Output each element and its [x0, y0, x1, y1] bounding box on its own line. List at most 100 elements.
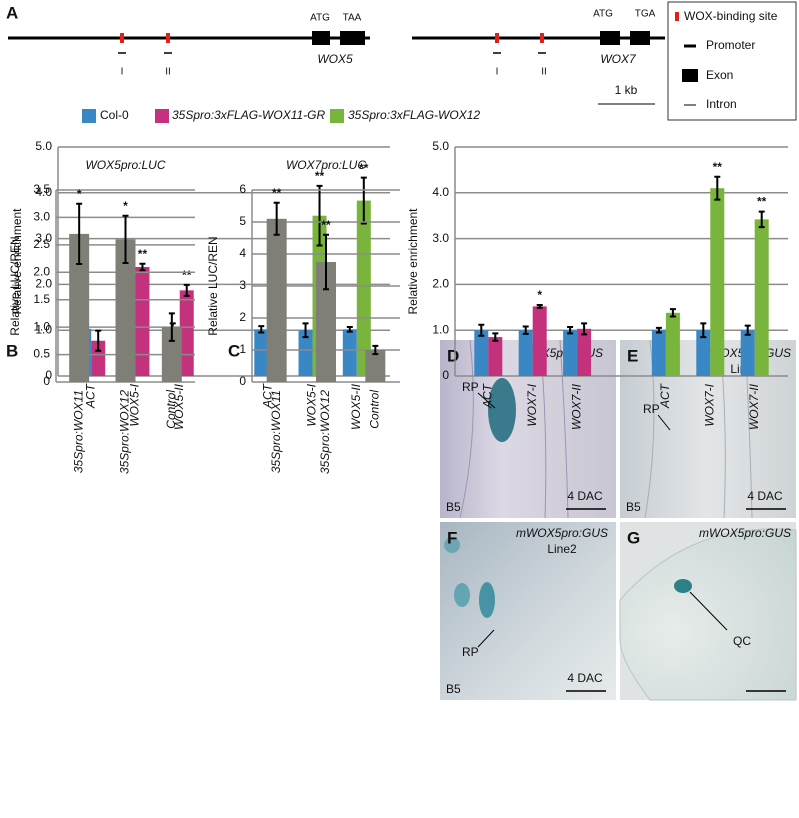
- scale-label: 1 kb: [615, 83, 638, 97]
- bar: [342, 329, 357, 376]
- bar: [266, 218, 287, 382]
- legend-label: Exon: [706, 68, 733, 82]
- error-bar: [714, 175, 721, 201]
- annotation: QC: [733, 634, 751, 648]
- significance: *: [537, 288, 542, 302]
- codon-label: TGA: [635, 9, 656, 20]
- panel-label: E: [627, 346, 638, 365]
- binding-site: [495, 33, 499, 43]
- error-bar: [273, 201, 280, 236]
- y-tick-label: 5.0: [432, 139, 449, 153]
- error-bar: [302, 322, 309, 339]
- bar: [696, 330, 711, 376]
- x-tick-label: 35Spro:WOX11: [269, 390, 283, 473]
- y-tick-label: 0.5: [33, 347, 50, 361]
- bar: [365, 350, 386, 382]
- significance: **: [182, 268, 192, 282]
- y-tick-label: 0: [43, 374, 50, 388]
- legend-label: 35Spro:3xFLAG-WOX11-GR: [172, 108, 325, 122]
- site-label: I: [496, 67, 499, 78]
- significance: *: [77, 187, 82, 201]
- codon-label: ATG: [310, 13, 330, 24]
- bar: [161, 327, 182, 382]
- panel-label: C: [228, 341, 240, 360]
- gus-stain: [674, 579, 692, 593]
- annotation: B5: [446, 682, 461, 696]
- x-tick-label: WOX7-II: [747, 383, 761, 430]
- legend-label: 35Spro:3xFLAG-WOX12: [348, 108, 480, 122]
- x-tick-label: WOX7-II: [569, 383, 583, 430]
- legend-swatch: [330, 109, 344, 123]
- y-axis-label: Relative LUC/REN: [206, 236, 220, 335]
- gene-diagrams: A I II ATG TAA WOX5 I II ATG TGA WOX7 1 …: [6, 1, 797, 121]
- bar: [474, 330, 489, 376]
- significance: **: [321, 218, 331, 232]
- error-bar: [478, 323, 485, 337]
- significance: **: [757, 195, 767, 209]
- y-tick-label: 4.0: [432, 185, 449, 199]
- x-tick-label: WOX5-I: [128, 383, 142, 426]
- gus-stain: [488, 378, 516, 442]
- legend-swatch: [82, 109, 96, 123]
- annotation: B5: [446, 500, 461, 514]
- micrograph-g: G mWOX5pro:GUS QC: [619, 522, 797, 701]
- error-bar: [346, 325, 353, 333]
- diagram-legend: [667, 1, 797, 121]
- arrow: [689, 591, 728, 631]
- arrow: [657, 414, 671, 431]
- y-tick-label: 1.5: [33, 292, 50, 306]
- error-bar: [700, 322, 707, 339]
- construct-line: Line2: [547, 542, 577, 556]
- x-tick-label: WOX5-I: [305, 383, 319, 426]
- error-bar: [95, 329, 102, 352]
- y-tick-label: 0: [239, 374, 246, 388]
- y-tick-label: 5: [239, 214, 246, 228]
- y-tick-label: 3: [239, 278, 246, 292]
- x-tick-label: Control: [368, 390, 382, 429]
- y-tick-label: 3.0: [432, 231, 449, 245]
- y-tick-label: 4: [239, 246, 246, 260]
- x-tick-label: WOX5-II: [349, 383, 363, 430]
- annotation: 4 DAC: [747, 489, 783, 503]
- exon: [630, 31, 650, 45]
- significance: **: [315, 169, 325, 183]
- y-tick-label: 1.0: [432, 322, 449, 336]
- arrow: [477, 629, 495, 648]
- bar: [754, 219, 769, 376]
- error-bar: [522, 325, 529, 335]
- error-bar: [323, 233, 329, 291]
- site-label: II: [165, 67, 171, 78]
- arrow: [477, 392, 496, 409]
- annotation: 4 DAC: [567, 671, 603, 685]
- binding-site: [120, 33, 124, 43]
- micrograph: [440, 522, 616, 700]
- x-tick-label: WOX5-II: [172, 383, 186, 430]
- exon: [340, 31, 365, 45]
- bar: [91, 340, 106, 376]
- error-bar: [360, 176, 367, 225]
- bar: [356, 200, 371, 376]
- annotation: RP: [462, 645, 479, 659]
- panel-label: D: [447, 346, 459, 365]
- bar: [488, 337, 503, 376]
- binding-site: [166, 33, 170, 43]
- y-tick-label: 2.0: [33, 264, 50, 278]
- codon-label: TAA: [343, 13, 362, 24]
- bar: [665, 312, 680, 376]
- error-bar: [168, 312, 175, 342]
- bar: [651, 330, 666, 376]
- bar: [577, 328, 592, 376]
- error-bar: [372, 344, 379, 356]
- y-tick-label: 1.0: [33, 319, 50, 333]
- error-bar: [122, 214, 129, 264]
- y-tick-label: 2.0: [35, 277, 52, 291]
- bar: [518, 330, 533, 376]
- y-tick-label: 3.0: [35, 231, 52, 245]
- x-tick-label: 35Spro:WOX12: [318, 390, 332, 474]
- y-tick-label: 0: [442, 368, 449, 382]
- legend-label: Promoter: [706, 38, 755, 52]
- error-bar: [669, 308, 676, 318]
- panel-label: G: [627, 528, 640, 547]
- x-tick-label: ACT: [480, 382, 494, 409]
